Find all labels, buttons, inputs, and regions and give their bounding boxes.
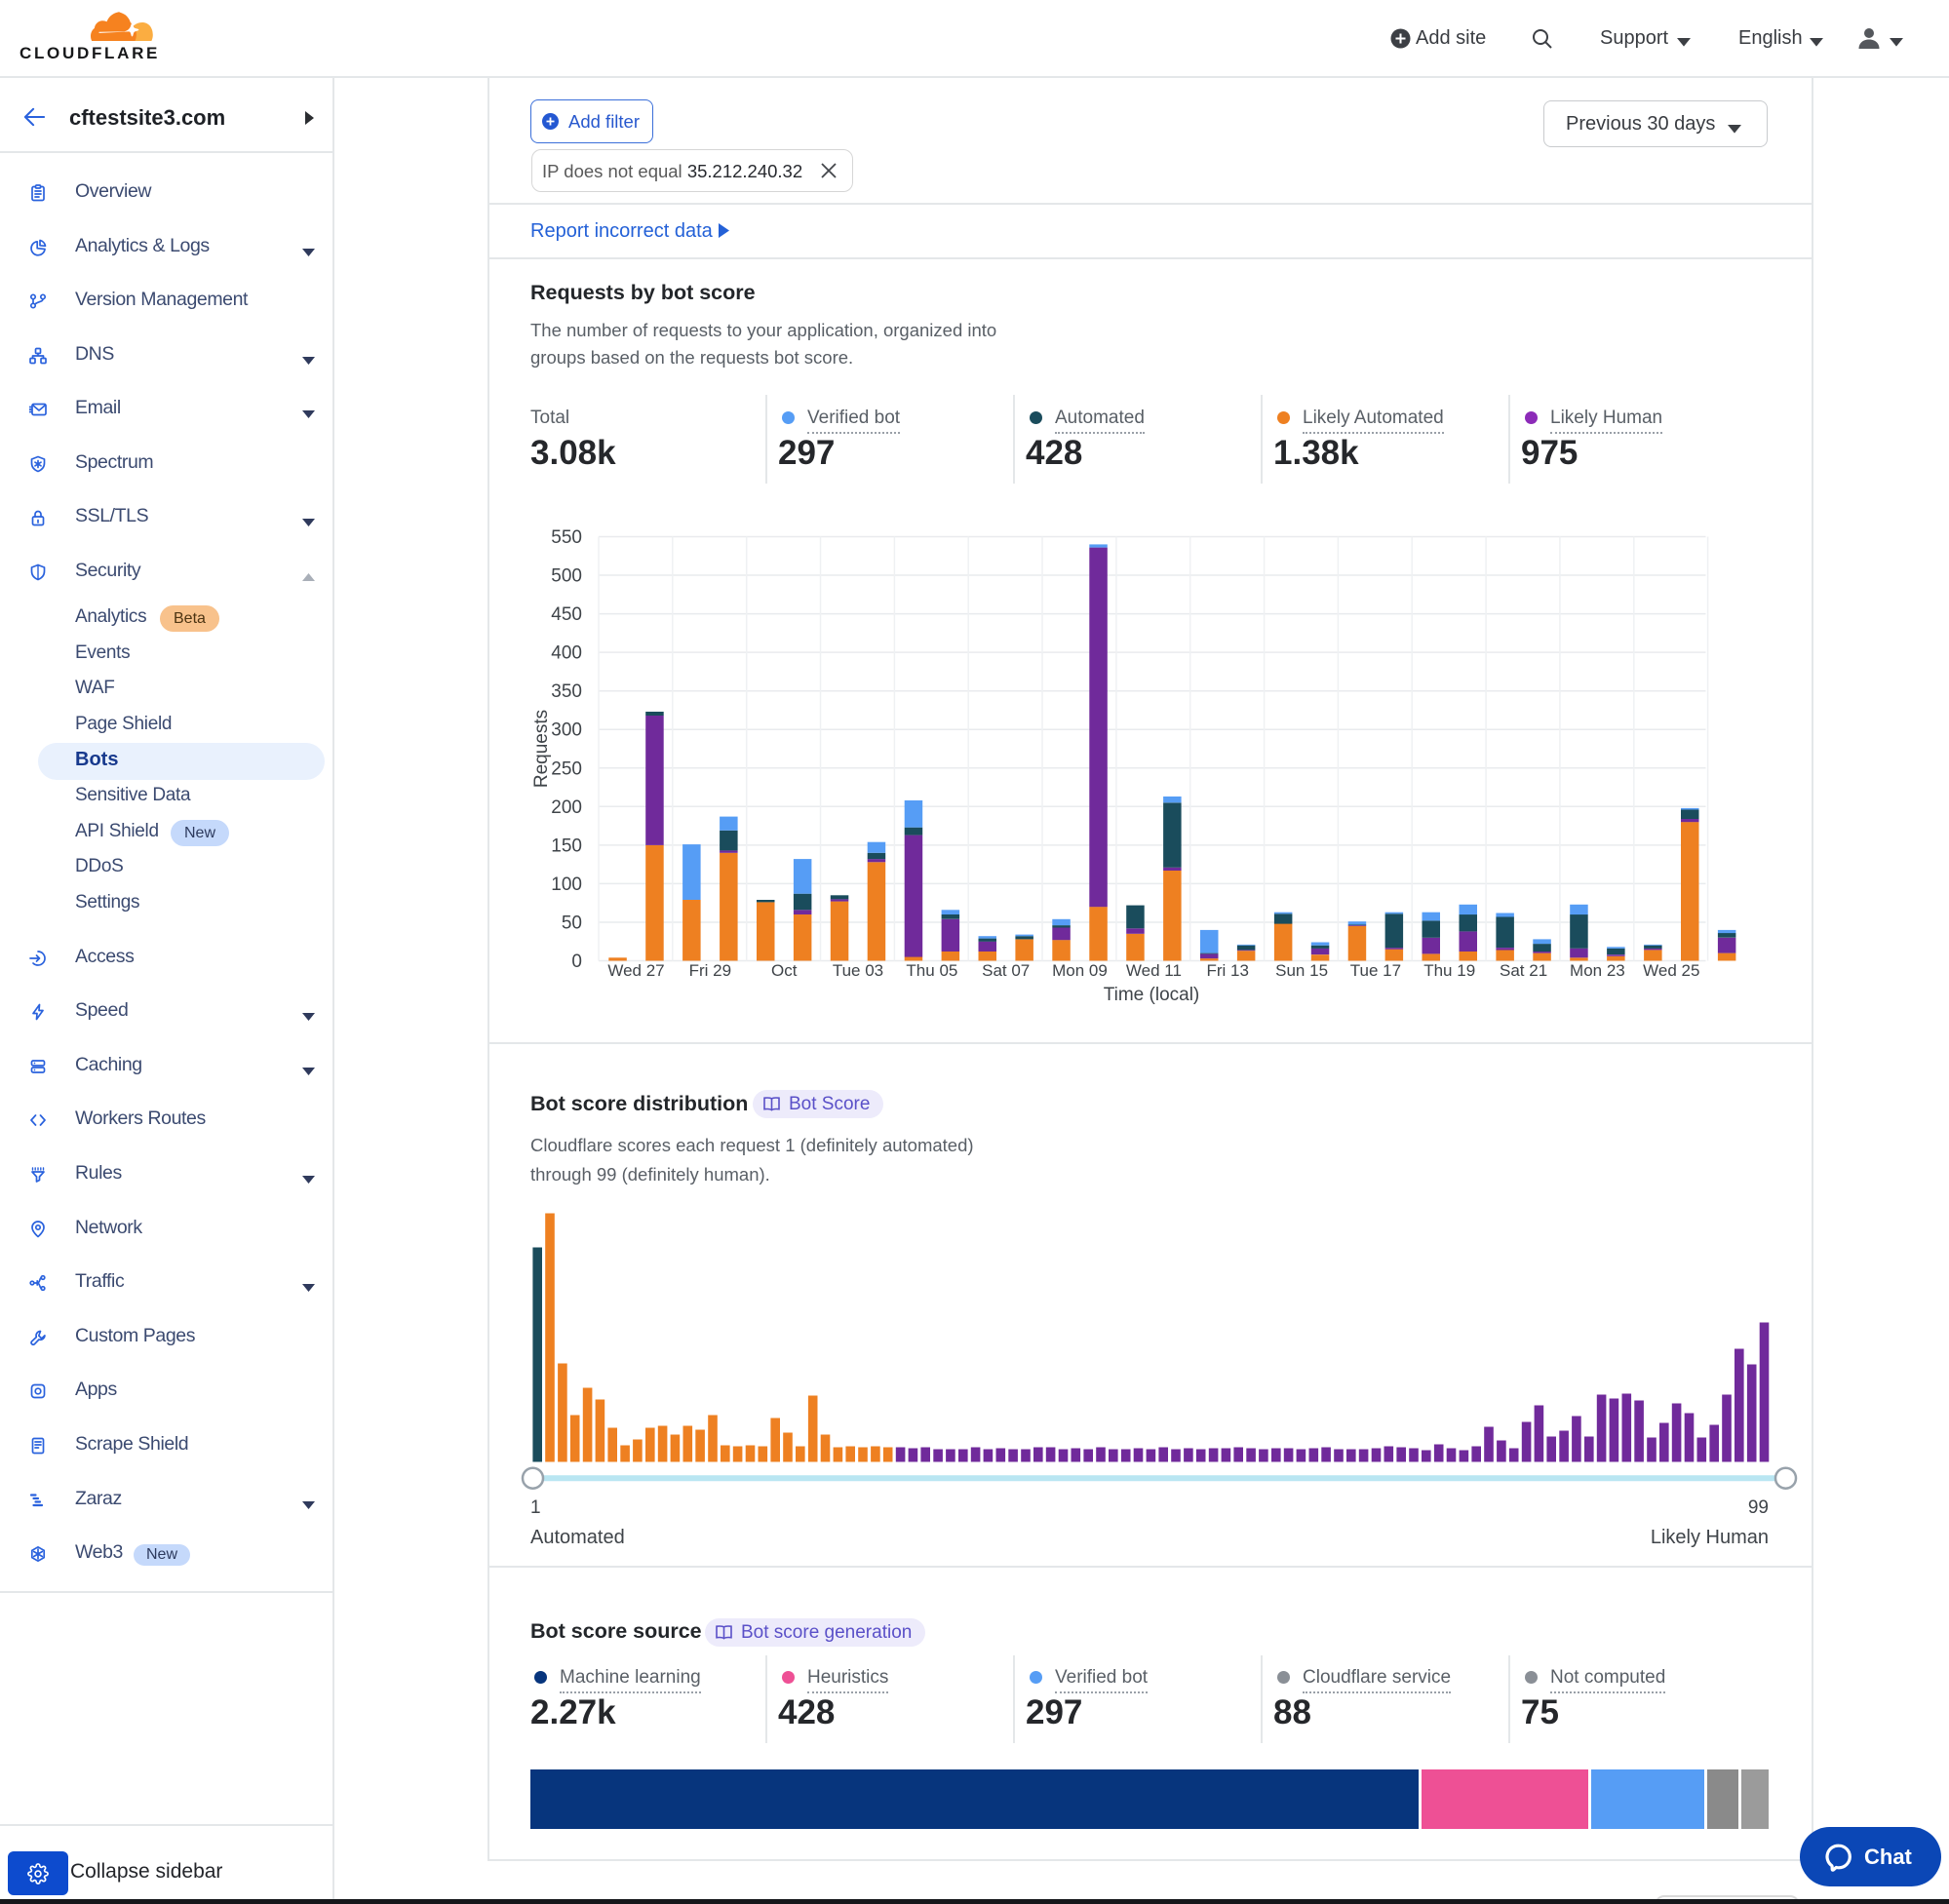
svg-text:Requests: Requests xyxy=(531,710,552,788)
svg-text:250: 250 xyxy=(551,758,582,779)
svg-text:Thu 19: Thu 19 xyxy=(1423,961,1475,980)
svg-text:Time (local): Time (local) xyxy=(1104,985,1200,1005)
svg-text:150: 150 xyxy=(551,835,582,856)
svg-text:500: 500 xyxy=(551,566,582,587)
svg-text:50: 50 xyxy=(562,913,582,934)
svg-text:Sat 07: Sat 07 xyxy=(982,961,1030,980)
svg-text:Mon 09: Mon 09 xyxy=(1052,961,1108,980)
svg-text:Oct: Oct xyxy=(771,961,798,980)
svg-text:400: 400 xyxy=(551,643,582,664)
svg-text:Wed 27: Wed 27 xyxy=(607,961,664,980)
svg-text:550: 550 xyxy=(551,527,582,548)
svg-text:350: 350 xyxy=(551,681,582,702)
svg-text:100: 100 xyxy=(551,874,582,895)
svg-text:Sun 15: Sun 15 xyxy=(1275,961,1328,980)
svg-text:Tue 17: Tue 17 xyxy=(1350,961,1401,980)
svg-text:0: 0 xyxy=(571,952,582,972)
svg-text:Wed 25: Wed 25 xyxy=(1643,961,1699,980)
svg-text:Tue 03: Tue 03 xyxy=(833,961,883,980)
svg-text:450: 450 xyxy=(551,604,582,625)
svg-text:Sat 21: Sat 21 xyxy=(1500,961,1547,980)
svg-text:Fri 29: Fri 29 xyxy=(689,961,731,980)
svg-text:Wed 11: Wed 11 xyxy=(1126,961,1182,980)
svg-text:200: 200 xyxy=(551,797,582,818)
svg-text:Thu 05: Thu 05 xyxy=(906,961,957,980)
svg-text:Fri 13: Fri 13 xyxy=(1206,961,1248,980)
svg-text:300: 300 xyxy=(551,720,582,741)
svg-text:Mon 23: Mon 23 xyxy=(1570,961,1625,980)
